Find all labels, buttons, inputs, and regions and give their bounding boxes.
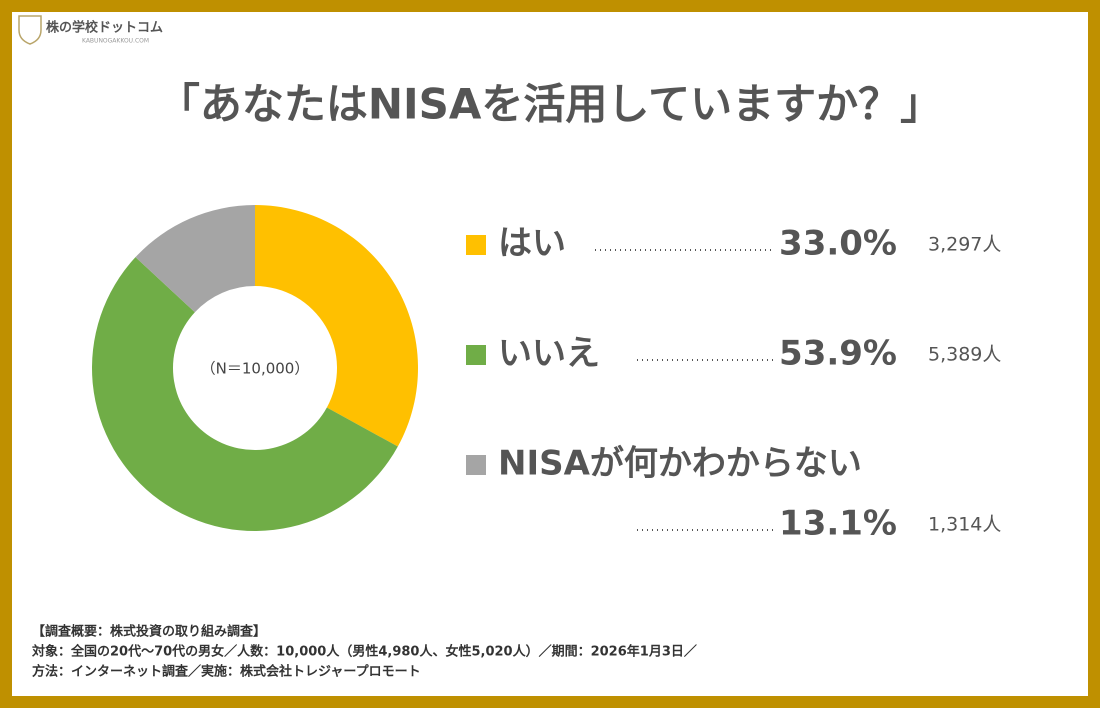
legend-swatch	[466, 235, 486, 255]
panel	[12, 12, 1088, 696]
count-label: 1,314人	[928, 514, 1001, 536]
donut-segment	[135, 205, 255, 313]
logo: 株の学校ドットコム	[46, 20, 163, 36]
donut-segment	[255, 205, 418, 447]
legend-label: NISAが何かわからない	[498, 444, 862, 484]
logo-icon	[18, 15, 42, 45]
legend-label: はい	[498, 224, 566, 264]
legend-swatch	[466, 345, 486, 365]
value-label: 53.9%	[779, 334, 897, 374]
footer-line: 【調査概要：株式投資の取り組み調査】	[32, 624, 266, 640]
value-label: 13.1%	[779, 504, 897, 544]
chart-title: 「あなたはNISAを活用していますか？」	[158, 80, 942, 129]
center-label: （N＝10,000）	[201, 360, 310, 378]
donut-segment	[91, 257, 398, 532]
count-label: 5,389人	[928, 344, 1001, 366]
legend-label: いいえ	[498, 334, 600, 374]
value-label: 33.0%	[779, 224, 897, 264]
footer-line: 対象：全国の20代〜70代の男女／人数：10,000人（男性4,980人、女性5…	[31, 644, 697, 660]
legend-swatch	[466, 455, 486, 475]
logo-sub: KABUNOGAKKOU.COM	[82, 38, 149, 45]
footer-line: 方法：インターネット調査／実施：株式会社トレジャープロモート	[32, 664, 421, 680]
count-label: 3,297人	[928, 234, 1001, 256]
